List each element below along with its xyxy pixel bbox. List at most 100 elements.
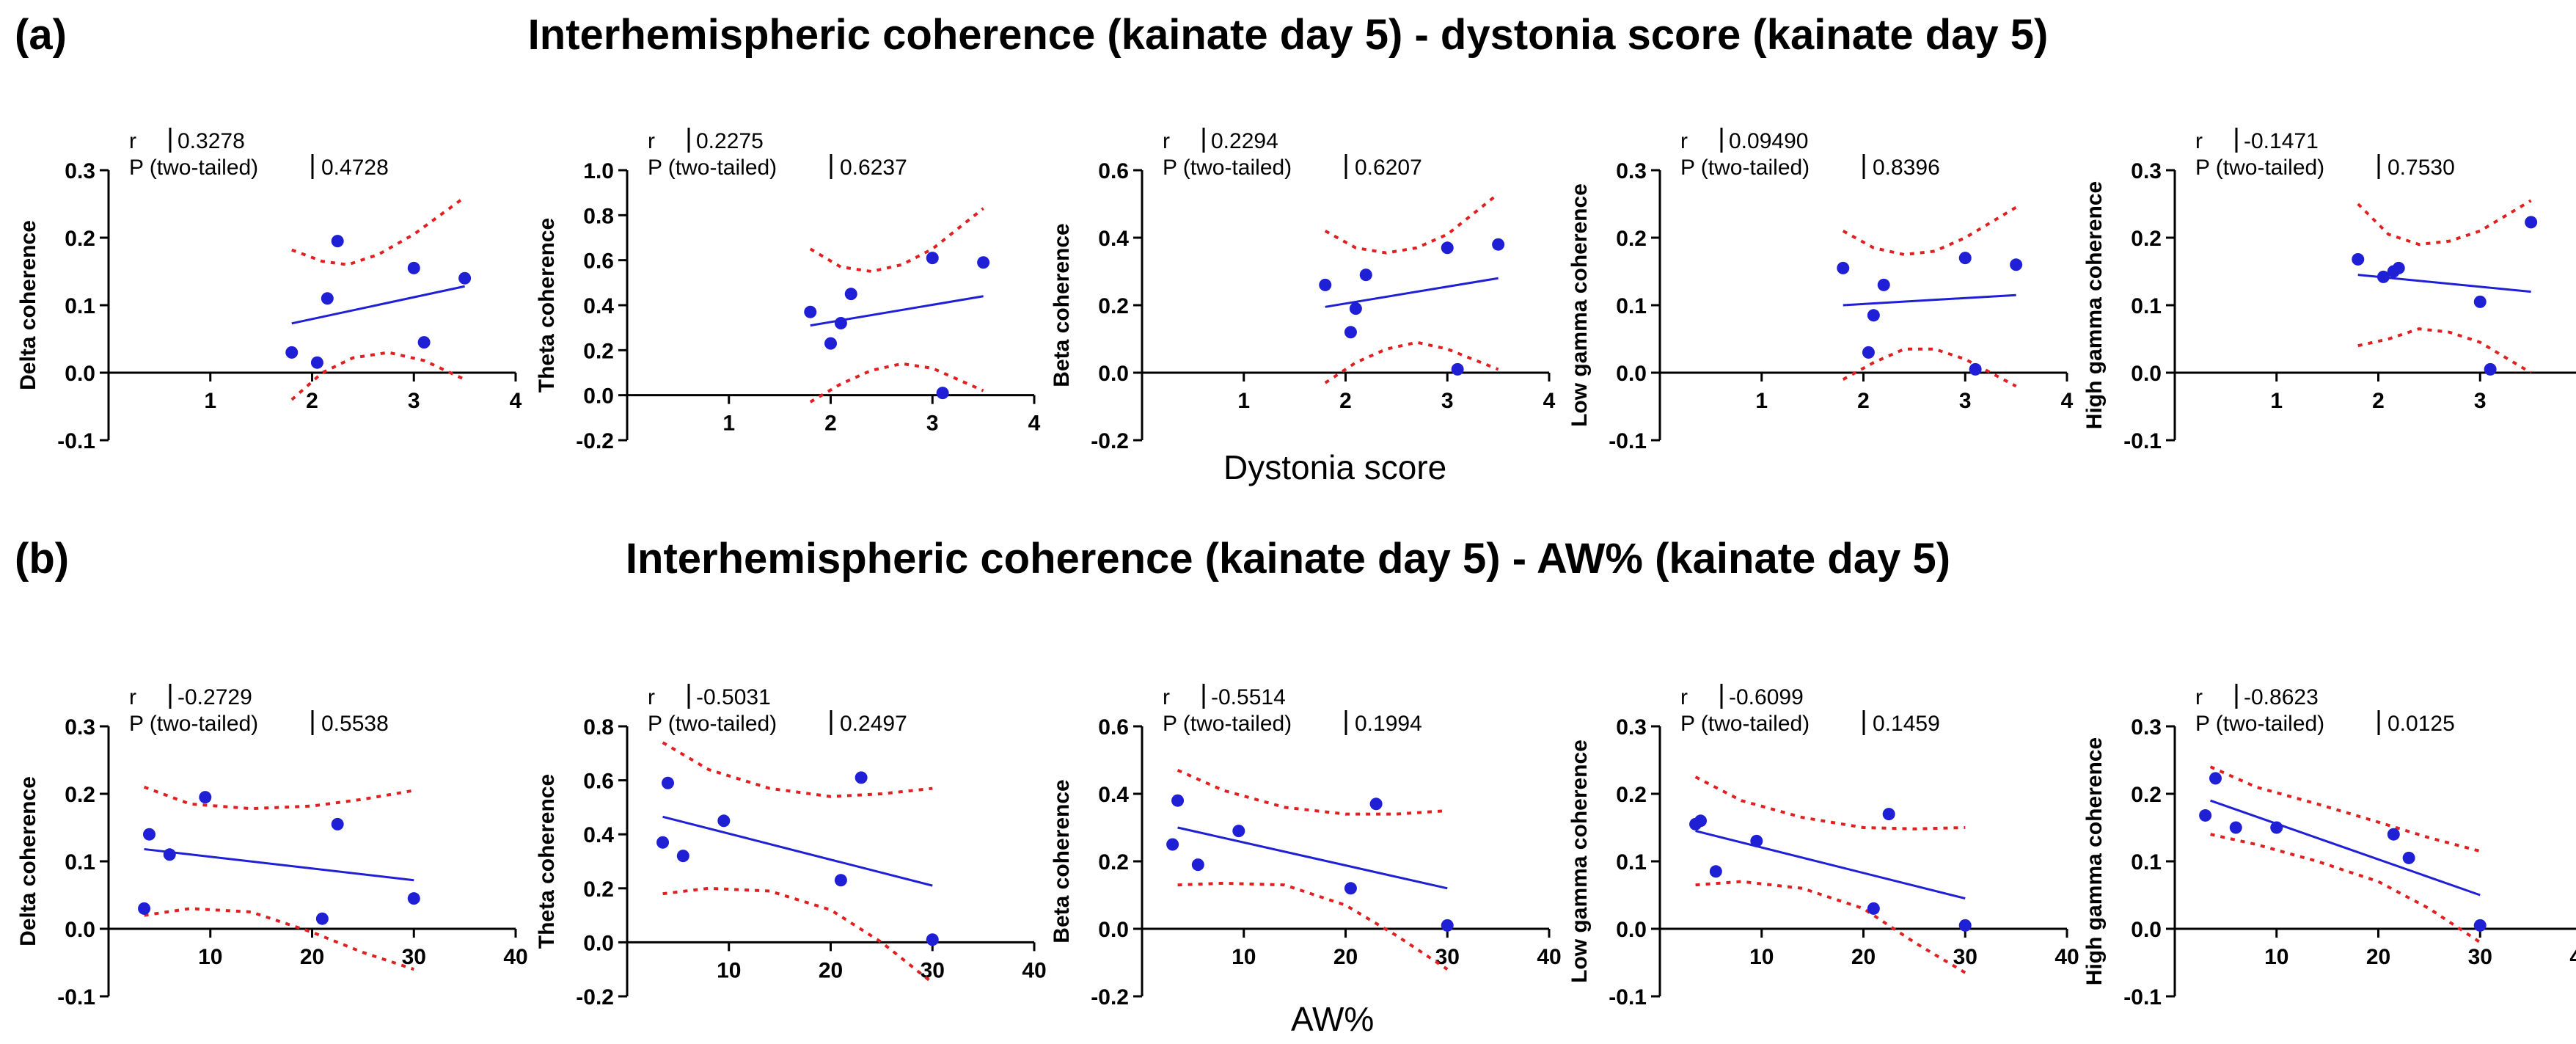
- chart-a-2-x-tick-label: 1: [722, 412, 735, 436]
- chart-b-1-x-tick-label: 10: [198, 945, 222, 969]
- chart-a-1-r-value: 0.3278: [178, 129, 245, 153]
- chart-a-3-point: [1349, 302, 1362, 315]
- chart-a-2-y-tick-label: 0.0: [583, 384, 614, 409]
- chart-a-2-x-tick-label: 3: [926, 412, 939, 436]
- chart-b-4-point: [1867, 902, 1880, 915]
- panel-b-letter: (b): [15, 535, 70, 583]
- chart-b-5-p-value: 0.0125: [2387, 712, 2455, 736]
- chart-b-5-r-label: r: [2195, 685, 2203, 709]
- chart-b-2-y-tick-label: 0.2: [583, 877, 614, 902]
- chart-b-3-point: [1166, 838, 1179, 851]
- chart-b-3-p-label: P (two-tailed): [1163, 712, 1292, 736]
- chart-a-4-y-tick-label: -0.1: [1609, 429, 1647, 453]
- chart-b-2-y-tick-label: 0.4: [583, 823, 614, 847]
- chart-a-3-x-tick-label: 3: [1441, 389, 1454, 413]
- chart-b-1-y-tick-label: 0.2: [65, 783, 95, 807]
- chart-b-5-y-tick-label: 0.1: [2131, 850, 2162, 875]
- chart-b-5-y-tick-label: 0.3: [2131, 715, 2162, 740]
- chart-a-3-y-tick-label: 0.4: [1098, 227, 1129, 251]
- chart-a-1-x-tick-label: 1: [204, 389, 216, 413]
- panel-a-xlabel: Dystonia score: [1223, 448, 1447, 486]
- chart-a-5-r-value: -0.1471: [2244, 129, 2319, 153]
- chart-a-2-point: [844, 288, 857, 301]
- chart-a-2-y-tick-label: 0.4: [583, 294, 614, 318]
- chart-b-2-y-tick-label: 0.8: [583, 715, 614, 740]
- chart-b-4-p-value: 0.1459: [1873, 712, 1940, 736]
- chart-b-4-r-value: -0.6099: [1729, 685, 1804, 709]
- chart-a-1-x-tick-label: 4: [510, 389, 522, 413]
- chart-b-1-point: [199, 791, 212, 804]
- chart-a-4-point: [1877, 278, 1890, 291]
- chart-b-1-y-tick-label: -0.1: [57, 985, 95, 1010]
- chart-a-1-point: [407, 261, 420, 274]
- panel-a-title: Interhemispheric coherence (kainate day …: [527, 11, 2049, 59]
- chart-a-1-point: [285, 346, 299, 359]
- chart-b-5-y-tick-label: 0.0: [2131, 918, 2162, 942]
- chart-a-5-point: [2352, 252, 2365, 266]
- chart-a-3-ci-upper: [1324, 192, 1499, 255]
- chart-b-4-r-label: r: [1680, 685, 1688, 709]
- chart-a-2-y-tick-label: 0.6: [583, 249, 614, 274]
- chart-a-2-p-value: 0.6237: [840, 156, 907, 180]
- chart-a-4-fit-line: [1843, 293, 2016, 307]
- chart-a-1-r-label: r: [129, 129, 136, 153]
- chart-a-4-p-label: P (two-tailed): [1680, 156, 1810, 180]
- chart-b-2-point: [656, 836, 670, 849]
- chart-a-2-point: [824, 337, 837, 350]
- chart-b-4-y-tick-label: 0.3: [1616, 715, 1647, 740]
- chart-b-4-point: [1750, 834, 1763, 847]
- chart-a-5-ci-upper: [2357, 199, 2532, 247]
- chart-b-4-fit-line: [1695, 830, 1966, 900]
- chart-a-5-y-tick-label: 0.2: [2131, 227, 2162, 251]
- chart-b-2-ci-upper: [662, 741, 933, 798]
- chart-a-2-y-tick-label: 0.8: [583, 204, 614, 228]
- chart-b-5-fit-line: [2210, 799, 2481, 897]
- chart-b-2-point: [662, 776, 674, 789]
- chart-b-2-y-tick-label: 0.0: [583, 931, 614, 955]
- chart-b-5-point: [2270, 821, 2283, 834]
- chart-b-4-ci-upper: [1694, 775, 1966, 831]
- chart-b-4: -0.1 0.0 0.1 0.2 0.3 10 20 30 40 Low gamma cohere…: [1567, 684, 2079, 1010]
- chart-b-4-x-tick-label: 40: [2054, 945, 2079, 969]
- chart-a-4-point: [1862, 346, 1875, 359]
- chart-a-1-point: [321, 292, 334, 305]
- chart-b-5-y-label: High gamma coherence: [2082, 737, 2107, 985]
- chart-b-1-point: [407, 892, 420, 905]
- chart-a-5-point: [2525, 216, 2538, 229]
- chart-a-4-r-value: 0.09490: [1729, 129, 1808, 153]
- chart-a-4-point: [1969, 362, 1982, 376]
- chart-a-1-ci-lower: [290, 351, 466, 401]
- chart-a-1-y-tick-label: -0.1: [57, 429, 95, 453]
- chart-b-5-x-tick-label: 30: [2468, 945, 2492, 969]
- chart-b-4-y-tick-label: -0.1: [1609, 985, 1647, 1010]
- chart-a-4-y-tick-label: 0.2: [1616, 227, 1647, 251]
- chart-b-2-point: [717, 814, 731, 828]
- chart-a-5-point: [2473, 295, 2487, 308]
- chart-a-5-point: [2392, 261, 2405, 274]
- chart-a-3-y-tick-label: 0.2: [1098, 294, 1129, 318]
- chart-a-1-y-label: Delta coherence: [16, 220, 40, 390]
- chart-b-4-x-tick-label: 30: [1953, 945, 1977, 969]
- chart-a-3-r-label: r: [1163, 129, 1170, 153]
- chart-b-1-point: [163, 848, 176, 861]
- chart-a-3-p-value: 0.6207: [1355, 156, 1422, 180]
- chart-a-2-r-label: r: [648, 129, 655, 153]
- chart-a-4-x-tick-label: 3: [1959, 389, 1972, 413]
- chart-b-1-r-value: -0.2729: [178, 685, 252, 709]
- chart-b-2-y-tick-label: -0.2: [576, 985, 614, 1010]
- chart-b-5-x-tick-label: 40: [2569, 945, 2576, 969]
- chart-a-5-x-tick-label: 1: [2270, 389, 2283, 413]
- chart-b-4-point: [1958, 919, 1972, 932]
- chart-a-2-point: [926, 252, 939, 265]
- chart-b-2-x-tick-label: 40: [1022, 958, 1046, 982]
- chart-b-3-r-label: r: [1163, 685, 1170, 709]
- chart-a-4-p-value: 0.8396: [1873, 156, 1940, 180]
- chart-b-1-point: [138, 902, 151, 915]
- chart-b-1-y-tick-label: 0.3: [65, 715, 95, 740]
- chart-a-5-point: [2484, 362, 2497, 376]
- chart-a-5: -0.10.00.10.20.31234High gamma coherence…: [2082, 128, 2576, 453]
- chart-a-3-x-tick-label: 1: [1237, 389, 1250, 413]
- chart-a-4-ci-upper: [1842, 205, 2017, 257]
- chart-a-3-point: [1359, 269, 1372, 282]
